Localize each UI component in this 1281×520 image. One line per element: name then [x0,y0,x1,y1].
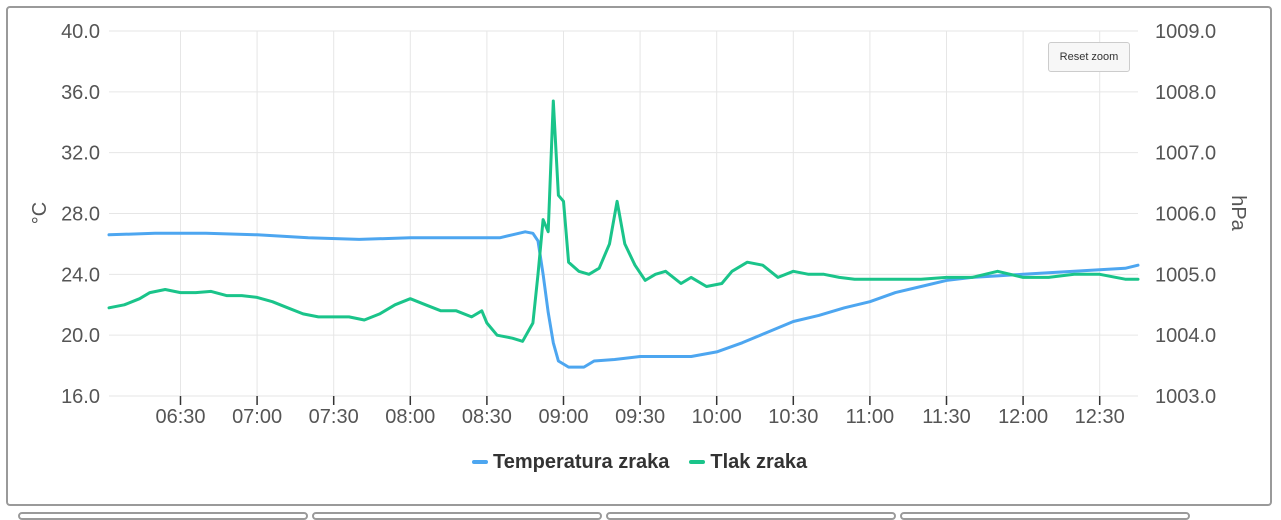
y-axis-right-label: hPa [1227,195,1249,231]
x-tick-label: 09:30 [615,406,665,428]
x-tick-label: 12:30 [1075,406,1125,428]
legend-label: Temperatura zraka [493,450,670,473]
legend-swatch-icon [689,460,706,464]
y-left-tick-label: 32.0 [61,143,100,165]
legend-item-2[interactable]: Tlak zraka [689,451,807,474]
x-tick-label: 07:30 [309,406,359,428]
legend-swatch-icon [472,460,488,464]
x-tick-label: 12:00 [998,406,1048,428]
y-right-tick-label: 1004.0 [1155,325,1216,347]
x-tick-label: 09:00 [538,406,588,428]
y-right-tick-label: 1008.0 [1155,82,1216,104]
y-left-tick-label: 40.0 [61,21,100,43]
x-tick-label: 06:30 [155,406,205,428]
reset-zoom-button[interactable]: Reset zoom [1048,42,1130,72]
y-right-tick-label: 1003.0 [1155,386,1216,408]
y-right-tick-label: 1007.0 [1155,143,1216,165]
y-right-tick-label: 1005.0 [1155,264,1216,286]
y-left-tick-label: 20.0 [61,325,100,347]
y-axis-left-label: °C [29,202,51,224]
y-left-tick-label: 28.0 [61,204,100,226]
x-tick-label: 10:30 [768,406,818,428]
grid [109,30,1138,397]
series-layer [107,99,1140,369]
legend-label: Tlak zraka [710,450,808,473]
legend: Temperatura zraka Tlak zraka [472,448,827,476]
chart-panel [6,6,1272,506]
x-tick-label: 11:30 [922,406,971,428]
y-left-tick-label: 24.0 [61,264,100,286]
y-left-tick-label: 16.0 [61,386,100,408]
y-right-tick-label: 1006.0 [1155,204,1216,226]
x-tick-label: 10:00 [692,406,742,428]
x-tick-label: 08:30 [462,406,512,428]
x-tick-label: 11:00 [846,406,895,428]
axis-ticks: 16.0 20.0 24.0 28.0 32.0 36.0 40.0 1003.0 1004.0… [61,21,1216,428]
x-tick-label: 08:00 [385,406,435,428]
legend-item-1[interactable]: Temperatura zraka [472,451,669,474]
series-line-2[interactable] [107,99,1140,343]
x-tick-label: 07:00 [232,406,282,428]
y-left-tick-label: 36.0 [61,82,100,104]
y-right-tick-label: 1009.0 [1155,21,1216,43]
